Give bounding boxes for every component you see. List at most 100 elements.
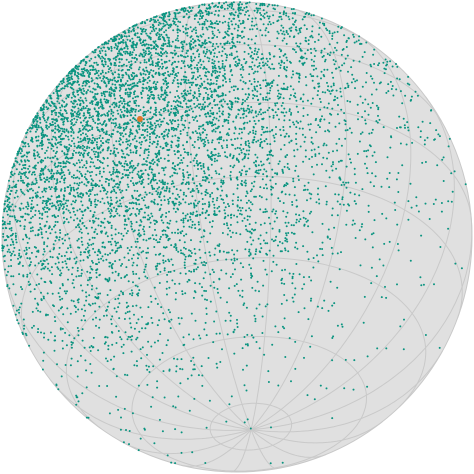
point xyxy=(353,222,356,225)
point xyxy=(343,387,346,390)
point xyxy=(118,199,121,202)
point xyxy=(137,170,140,173)
point xyxy=(110,322,113,325)
point xyxy=(344,87,347,89)
point xyxy=(115,310,118,313)
point xyxy=(173,12,176,14)
point xyxy=(255,3,258,5)
point xyxy=(100,103,103,106)
point xyxy=(194,252,197,255)
point xyxy=(47,107,50,110)
point xyxy=(166,182,169,185)
point xyxy=(238,127,241,130)
point xyxy=(229,165,232,167)
point xyxy=(340,184,343,186)
point xyxy=(203,80,206,83)
point xyxy=(118,76,121,79)
point xyxy=(103,217,106,220)
point xyxy=(41,147,44,150)
point xyxy=(67,157,70,160)
point xyxy=(301,287,304,290)
point xyxy=(388,172,391,174)
point xyxy=(88,85,91,88)
point xyxy=(149,181,152,184)
point xyxy=(295,26,298,29)
point xyxy=(51,118,54,121)
point xyxy=(258,347,261,350)
point xyxy=(84,64,87,67)
point xyxy=(157,58,160,61)
point xyxy=(162,233,164,236)
point xyxy=(62,212,65,215)
point xyxy=(176,172,179,175)
point xyxy=(196,83,199,86)
point xyxy=(137,212,140,215)
point xyxy=(100,94,103,97)
point xyxy=(148,76,150,78)
point xyxy=(20,202,23,205)
point xyxy=(96,93,99,96)
point xyxy=(220,145,223,147)
point xyxy=(53,247,56,249)
point xyxy=(88,254,91,257)
point xyxy=(298,273,301,276)
point xyxy=(107,201,109,204)
point xyxy=(153,223,156,225)
point xyxy=(261,61,264,64)
point xyxy=(283,165,286,168)
point xyxy=(301,18,304,21)
point xyxy=(107,65,110,68)
point xyxy=(370,266,373,269)
point xyxy=(163,269,166,272)
point xyxy=(292,300,295,303)
point xyxy=(314,40,316,43)
point xyxy=(29,130,32,133)
point xyxy=(248,120,251,123)
point xyxy=(34,118,37,121)
point xyxy=(378,62,381,65)
point xyxy=(156,140,159,143)
point xyxy=(160,16,163,19)
point xyxy=(228,403,231,406)
point xyxy=(159,207,162,210)
point xyxy=(128,139,131,142)
point xyxy=(333,302,336,305)
point xyxy=(65,199,68,202)
point xyxy=(209,41,212,44)
point xyxy=(361,116,364,118)
point xyxy=(387,90,390,93)
point xyxy=(88,116,91,119)
point xyxy=(202,142,205,145)
point xyxy=(119,137,121,140)
point xyxy=(245,149,248,152)
point xyxy=(63,105,66,108)
point xyxy=(102,123,105,125)
point xyxy=(285,215,288,218)
point xyxy=(184,272,187,275)
point xyxy=(244,140,247,143)
point xyxy=(196,50,199,53)
point xyxy=(113,185,116,188)
point xyxy=(198,74,201,77)
point xyxy=(138,235,141,238)
point xyxy=(40,268,43,271)
point xyxy=(48,177,51,180)
point xyxy=(111,103,114,106)
point xyxy=(300,27,303,30)
point xyxy=(165,33,168,36)
point xyxy=(151,234,154,237)
point xyxy=(170,108,173,111)
point xyxy=(142,163,145,166)
point xyxy=(307,181,310,184)
grid-line xyxy=(230,429,252,473)
point xyxy=(136,181,139,184)
point xyxy=(162,261,165,264)
point xyxy=(158,319,161,322)
point xyxy=(261,315,264,318)
point xyxy=(325,387,328,390)
point xyxy=(136,285,139,288)
point xyxy=(75,226,78,229)
point xyxy=(76,224,79,227)
point xyxy=(223,209,226,212)
point xyxy=(111,79,114,82)
